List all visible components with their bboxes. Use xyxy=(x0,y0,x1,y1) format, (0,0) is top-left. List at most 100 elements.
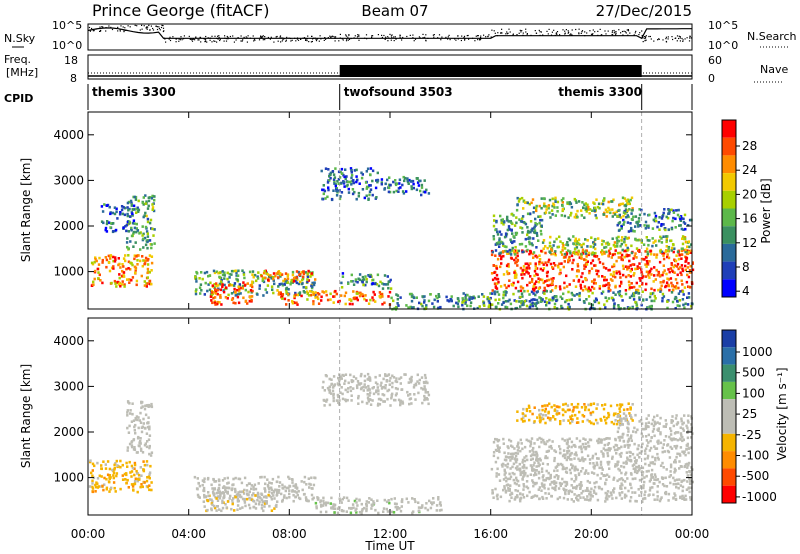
heatmap-cell xyxy=(324,290,328,293)
heatmap-cell xyxy=(509,220,512,223)
heatmap-cell xyxy=(129,268,132,271)
heatmap-cell xyxy=(530,496,533,499)
heatmap-cell xyxy=(421,304,424,308)
heatmap-cell xyxy=(611,253,615,257)
heatmap-cell xyxy=(581,252,585,255)
noise-search-point xyxy=(448,34,450,36)
heatmap-cell xyxy=(521,231,524,234)
heatmap-cell xyxy=(417,184,421,187)
heatmap-cell xyxy=(577,269,580,272)
heatmap-cell xyxy=(135,211,138,214)
heatmap-cell xyxy=(150,282,153,286)
noise-search-point xyxy=(400,37,402,39)
heatmap-cell xyxy=(224,490,228,493)
noise-search-point xyxy=(501,32,503,34)
heatmap-cell xyxy=(591,209,594,212)
heatmap-cell xyxy=(547,284,550,288)
heatmap-cell xyxy=(272,491,276,494)
colorbar-swatch xyxy=(722,261,736,280)
heatmap-cell xyxy=(431,502,434,506)
heatmap-cell xyxy=(682,438,685,442)
heatmap-cell xyxy=(230,488,233,492)
heatmap-cell xyxy=(672,476,675,480)
heatmap-cell xyxy=(344,398,347,401)
noise-search-point xyxy=(551,31,553,33)
heatmap-cell xyxy=(587,295,591,298)
noise-search-point xyxy=(372,35,374,37)
heatmap-cell xyxy=(252,500,256,503)
heatmap-cell xyxy=(503,451,506,455)
heatmap-cell xyxy=(513,271,516,274)
heatmap-cell xyxy=(672,482,675,486)
noise-search-point xyxy=(183,35,185,37)
heatmap-cell xyxy=(649,439,652,443)
station-title: Prince George (fitACF) xyxy=(92,1,270,20)
heatmap-cell xyxy=(265,272,268,275)
heatmap-cell xyxy=(344,291,348,295)
heatmap-cell xyxy=(495,277,498,281)
heatmap-cell xyxy=(504,300,508,303)
heatmap-cell xyxy=(423,299,426,302)
heatmap-cell xyxy=(675,444,679,448)
noise-search-point xyxy=(162,30,164,33)
heatmap-cell xyxy=(194,277,198,280)
noise-search-point xyxy=(679,40,681,42)
noise-search-point xyxy=(264,39,266,41)
heatmap-cell xyxy=(123,213,127,217)
heatmap-cell xyxy=(482,301,486,305)
heatmap-cell xyxy=(88,485,92,488)
heatmap-cell xyxy=(623,238,626,241)
heatmap-cell xyxy=(148,239,152,242)
heatmap-cell xyxy=(380,293,384,296)
heatmap-cell xyxy=(568,255,571,259)
heatmap-cell xyxy=(94,257,97,261)
noise-search-point xyxy=(412,37,414,39)
heatmap-cell xyxy=(508,298,511,302)
heatmap-cell xyxy=(584,258,588,262)
noise-search-point xyxy=(581,30,584,32)
heatmap-cell xyxy=(508,248,511,252)
heatmap-cell xyxy=(611,237,614,240)
heatmap-cell xyxy=(414,382,418,386)
heatmap-cell xyxy=(132,482,136,486)
heatmap-cell xyxy=(93,277,96,281)
heatmap-cell xyxy=(665,468,668,471)
heatmap-cell xyxy=(496,230,499,234)
heatmap-cell xyxy=(284,272,288,275)
heatmap-cell xyxy=(626,237,629,240)
heatmap-cell xyxy=(90,284,94,287)
heatmap-cell xyxy=(147,405,150,408)
heatmap-cell xyxy=(524,245,528,248)
heatmap-cell xyxy=(516,452,520,455)
heatmap-cell xyxy=(312,483,316,487)
heatmap-cell xyxy=(384,283,388,286)
heatmap-cell xyxy=(141,201,144,205)
beam-title: Beam 07 xyxy=(361,2,428,20)
heatmap-cell xyxy=(136,263,139,266)
noise-search-point xyxy=(158,26,160,28)
heatmap-cell xyxy=(285,279,289,282)
heatmap-cell xyxy=(617,229,621,232)
heatmap-cell xyxy=(578,494,581,497)
heatmap-cell xyxy=(553,240,556,244)
heatmap-cell xyxy=(563,480,566,484)
heatmap-cell xyxy=(330,378,333,381)
heatmap-cell xyxy=(208,498,212,501)
heatmap-cell xyxy=(577,280,580,283)
heatmap-cell xyxy=(510,221,513,225)
colorbar-tick-label: 12 xyxy=(742,236,757,250)
heatmap-cell xyxy=(586,479,589,483)
heatmap-cell xyxy=(547,449,550,453)
heatmap-cell xyxy=(575,476,578,479)
heatmap-cell xyxy=(102,488,105,492)
heatmap-cell xyxy=(662,254,665,257)
heatmap-cell xyxy=(526,248,529,252)
heatmap-cell xyxy=(541,261,544,265)
heatmap-cell xyxy=(609,273,613,276)
heatmap-cell xyxy=(688,271,692,274)
heatmap-cell xyxy=(204,495,207,498)
heatmap-cell xyxy=(364,283,367,287)
noise-search-point xyxy=(645,36,647,38)
heatmap-cell xyxy=(645,439,649,442)
heatmap-cell xyxy=(314,293,317,297)
